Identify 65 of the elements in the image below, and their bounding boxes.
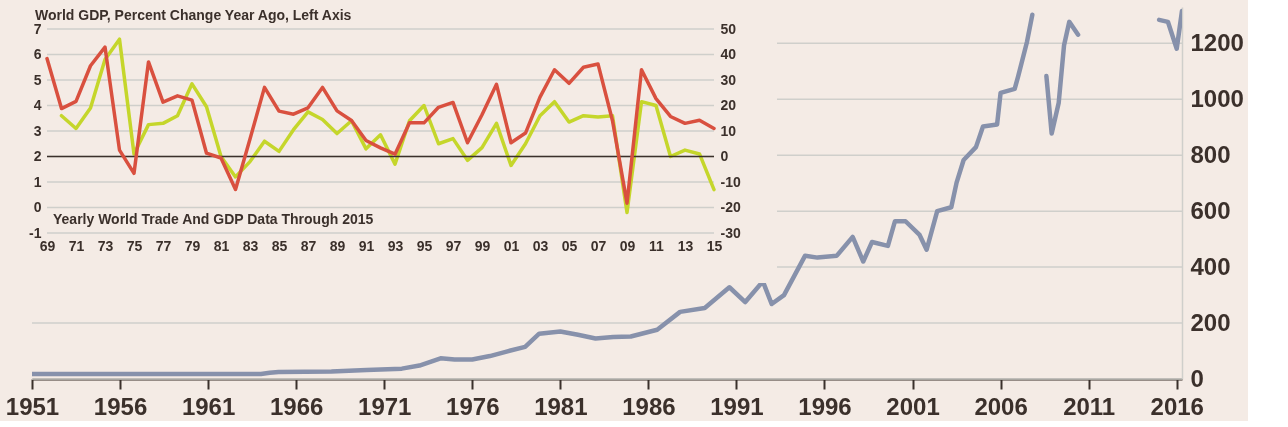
y-tick-label: 5 [33, 71, 42, 88]
x-tick-label: 85 [271, 237, 288, 254]
y-tick-label: 200 [1190, 308, 1231, 336]
annotation: Yearly World Trade And GDP Data Through 2015 [53, 211, 374, 227]
y-tick-label: 1000 [1190, 84, 1244, 112]
x-tick-label: 2011 [1063, 392, 1116, 420]
y-tick-label: 2 [33, 148, 42, 164]
x-tick-label: 87 [300, 237, 317, 254]
y-tick-label: 6 [33, 46, 42, 62]
x-tick-label: 1976 [446, 392, 500, 420]
chart-title: World GDP, Percent Change Year Ago, Left Axis [35, 7, 352, 23]
x-tick-label: 2006 [974, 392, 1028, 420]
y-tick-label: 400 [1190, 252, 1231, 280]
x-tick-label: 2016 [1150, 392, 1204, 420]
x-tick-label: 99 [474, 237, 491, 254]
x-tick-label: 83 [242, 237, 259, 254]
y-tick-label: 0 [33, 199, 42, 215]
x-tick-label: 75 [126, 237, 143, 254]
y-tick-label: 4 [33, 97, 42, 113]
y-tick-label: 1200 [1190, 28, 1244, 56]
x-tick-label: 81 [213, 237, 230, 254]
y2-tick-label: 0 [720, 148, 729, 164]
x-tick-label: 1986 [622, 392, 676, 420]
x-tick-label: 91 [358, 237, 375, 254]
y2-tick-label: 40 [720, 46, 737, 62]
x-tick-label: 13 [677, 237, 694, 254]
y2-tick-label: 20 [720, 97, 737, 113]
x-tick-label: 71 [68, 237, 85, 254]
x-tick-label: 03 [532, 237, 549, 254]
y2-tick-label: 50 [720, 20, 737, 37]
x-tick-label: 73 [97, 237, 114, 254]
x-tick-label: 1961 [181, 392, 236, 420]
x-tick-label: 2001 [886, 392, 940, 420]
x-tick-label: 79 [184, 237, 201, 254]
x-tick-label: 77 [155, 237, 172, 254]
x-tick-label: 1966 [269, 392, 324, 420]
x-tick-label: 11 [649, 237, 665, 254]
x-tick-label: 07 [590, 237, 607, 254]
y2-tick-label: 30 [720, 71, 737, 88]
y2-tick-label: -30 [720, 224, 741, 241]
x-tick-label: 05 [561, 237, 578, 254]
y-tick-label: 600 [1190, 196, 1231, 224]
y-tick-label: -1 [29, 224, 42, 241]
x-tick-label: 01 [503, 237, 520, 254]
y-tick-label: 1 [33, 173, 42, 190]
x-tick-label: 69 [39, 237, 56, 254]
x-tick-label: 15 [706, 237, 723, 254]
x-tick-label: 95 [416, 237, 433, 254]
x-tick-label: 09 [619, 237, 636, 254]
x-tick-label: 97 [445, 237, 462, 254]
y2-tick-label: -20 [720, 199, 741, 215]
y-tick-label: 3 [33, 122, 42, 139]
x-tick-label: 1971 [358, 392, 412, 420]
y-tick-label: 0 [1190, 364, 1204, 392]
y-tick-label: 800 [1190, 140, 1231, 168]
x-tick-label: 1956 [93, 392, 148, 420]
y-tick-label: 7 [33, 20, 42, 37]
x-tick-label: 93 [387, 237, 404, 254]
x-tick-label: 1991 [710, 392, 764, 420]
x-tick-label: 1996 [798, 392, 852, 420]
x-tick-label: 1951 [5, 392, 60, 420]
y2-tick-label: -10 [720, 173, 741, 190]
x-tick-label: 1981 [534, 392, 588, 420]
x-tick-label: 89 [329, 237, 346, 254]
y2-tick-label: 10 [720, 122, 737, 139]
